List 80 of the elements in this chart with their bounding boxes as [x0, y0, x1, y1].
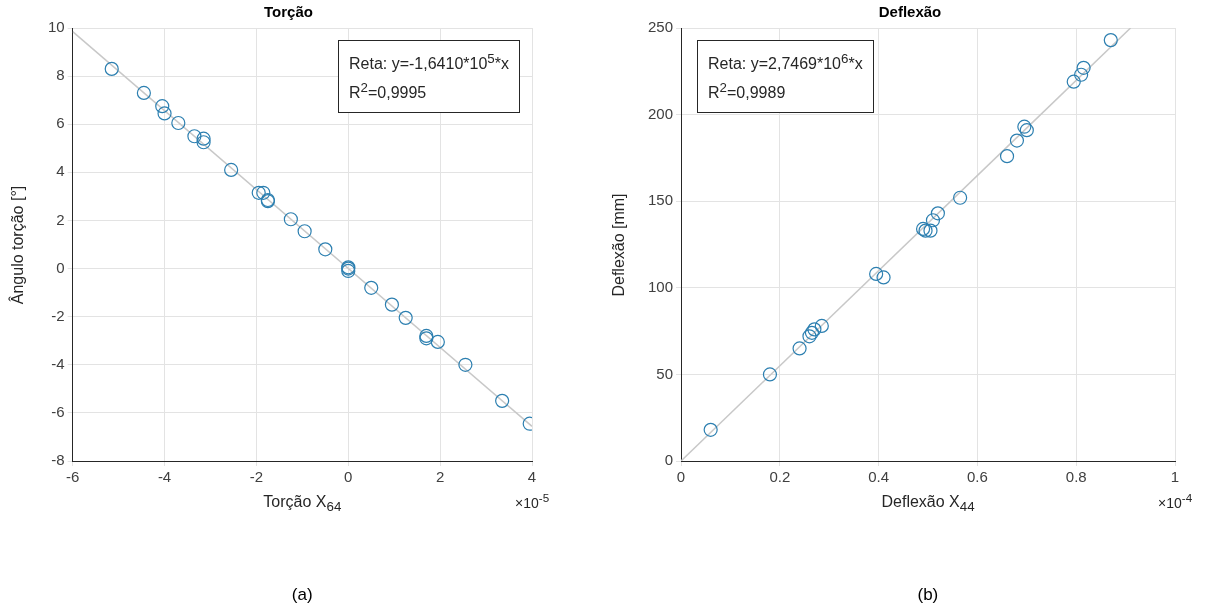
x-tick-label: -4 — [157, 468, 172, 486]
point — [1103, 33, 1118, 48]
x-tick-label: 1 — [1170, 468, 1180, 486]
point — [384, 297, 400, 312]
point — [814, 318, 829, 333]
x-tick-label: 0 — [344, 468, 353, 486]
point — [923, 223, 938, 238]
point — [930, 206, 945, 221]
y-tick-label: -6 — [51, 403, 65, 421]
x-tick-label: 0.8 — [1065, 468, 1087, 486]
point — [792, 341, 807, 356]
point — [364, 280, 379, 295]
y-tick-label: -2 — [51, 306, 65, 324]
x-axis-title: Deflexão X$_{44}$ — [881, 493, 975, 515]
annotation: Reta: y=2,7469*10$^{6}$*x — [708, 51, 863, 73]
point — [251, 185, 266, 200]
y-tick-label: 0 — [56, 258, 65, 276]
point — [1017, 119, 1032, 134]
point — [1066, 74, 1081, 89]
y-tick-label: 50 — [656, 364, 674, 382]
point — [953, 190, 968, 205]
point — [1076, 60, 1091, 75]
y-tick-label: 0 — [664, 451, 674, 469]
y-tick-label: 200 — [648, 104, 674, 122]
point — [398, 310, 413, 325]
y-tick-label: 150 — [648, 191, 674, 209]
point — [1074, 67, 1089, 82]
text: ×10$^{-5}$ — [515, 491, 550, 511]
point — [136, 85, 151, 101]
point — [196, 135, 211, 150]
point — [187, 129, 202, 144]
point — [869, 266, 884, 282]
point — [458, 357, 473, 372]
x-tick-label: 0.6 — [966, 468, 988, 486]
text: (a) — [291, 585, 313, 605]
y-tick-label: 8 — [56, 66, 65, 84]
y-tick-label: 2 — [56, 210, 65, 228]
point — [157, 106, 172, 121]
x-axis-title: Torção X$_{64}$ — [263, 493, 342, 515]
chart-title: Deflexão — [878, 3, 942, 21]
point — [256, 185, 271, 200]
y-tick-label: 10 — [48, 18, 65, 36]
x-tick-label: 0.2 — [769, 468, 791, 486]
point — [224, 162, 239, 178]
point — [104, 61, 119, 76]
point — [495, 393, 510, 408]
point — [1019, 123, 1034, 138]
annotation: R$^{2}$=0,9989 — [708, 80, 786, 102]
point — [999, 149, 1015, 164]
text: ×10$^{-4}$ — [1158, 491, 1193, 511]
chart-title: Torção — [264, 3, 313, 21]
x-tick-label: 4 — [527, 468, 537, 486]
point — [196, 131, 211, 146]
y-tick-label: 4 — [56, 162, 65, 180]
x-tick-label: 0 — [676, 468, 686, 486]
y-tick-label: 100 — [648, 277, 674, 295]
y-tick-label: 250 — [648, 18, 674, 36]
y-tick-label: 6 — [56, 114, 65, 132]
text: (b) — [917, 585, 939, 605]
point — [283, 212, 298, 227]
point — [925, 213, 941, 228]
annotation: R$^{2}$=0,9995 — [349, 80, 427, 102]
point — [155, 99, 170, 114]
y-axis-title: Deflexão [mm] — [609, 192, 628, 297]
point — [171, 115, 186, 131]
y-axis-title: Ângulo torção [°] — [9, 185, 28, 304]
point — [762, 367, 778, 382]
point — [703, 422, 718, 437]
x-tick-label: -2 — [249, 468, 264, 486]
point — [802, 329, 817, 344]
point — [1009, 133, 1025, 148]
y-tick-label: -4 — [51, 354, 65, 372]
annotation: Reta: y=-1,6410*10$^{5}$*x — [349, 51, 509, 73]
x-tick-label: 2 — [435, 468, 445, 486]
point — [430, 334, 445, 350]
point — [318, 242, 333, 257]
y-tick-label: -8 — [51, 451, 65, 469]
point — [876, 270, 891, 285]
point — [297, 224, 312, 239]
x-tick-label: 0.4 — [868, 468, 890, 486]
